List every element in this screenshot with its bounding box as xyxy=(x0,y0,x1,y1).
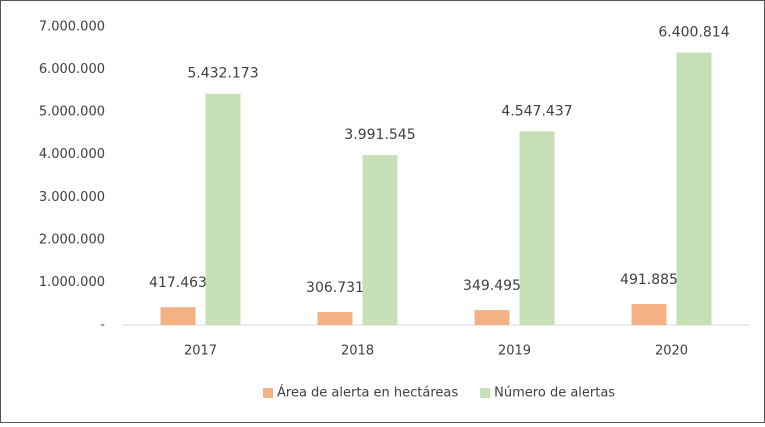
x-tick-label: 2020 xyxy=(655,344,688,359)
bar xyxy=(631,304,667,325)
y-tick-label: 1.000.000 xyxy=(39,275,105,290)
bar xyxy=(519,131,555,325)
bar xyxy=(160,307,196,325)
bar xyxy=(205,93,241,326)
y-tick-label: 2.000.000 xyxy=(39,232,105,247)
legend-label: Área de alerta en hectáreas xyxy=(277,385,458,401)
y-tick-label: - xyxy=(100,318,105,333)
bar xyxy=(474,310,510,325)
y-tick-label: 3.000.000 xyxy=(39,190,105,205)
value-label: 491.885 xyxy=(620,272,678,288)
x-tick-label: 2017 xyxy=(184,344,217,359)
x-tick-label: 2019 xyxy=(498,344,531,359)
y-tick-label: 6.000.000 xyxy=(39,62,105,77)
y-tick-label: 5.000.000 xyxy=(39,105,105,120)
legend-label: Número de alertas xyxy=(494,386,615,401)
value-label: 5.432.173 xyxy=(187,66,258,82)
bar xyxy=(317,311,353,325)
legend-swatch xyxy=(263,388,273,398)
value-label: 3.991.545 xyxy=(344,127,415,143)
y-tick-label: 4.000.000 xyxy=(39,147,105,162)
bar xyxy=(362,155,398,325)
value-label: 349.495 xyxy=(463,278,521,294)
bar xyxy=(676,52,712,325)
legend-swatch xyxy=(480,388,491,398)
y-tick-label: 7.000.000 xyxy=(39,20,105,35)
value-label: 306.731 xyxy=(306,280,364,296)
value-label: 6.400.814 xyxy=(658,25,729,41)
value-label: 4.547.437 xyxy=(501,103,572,119)
x-tick-label: 2018 xyxy=(341,344,374,359)
value-label: 417.463 xyxy=(149,275,207,291)
